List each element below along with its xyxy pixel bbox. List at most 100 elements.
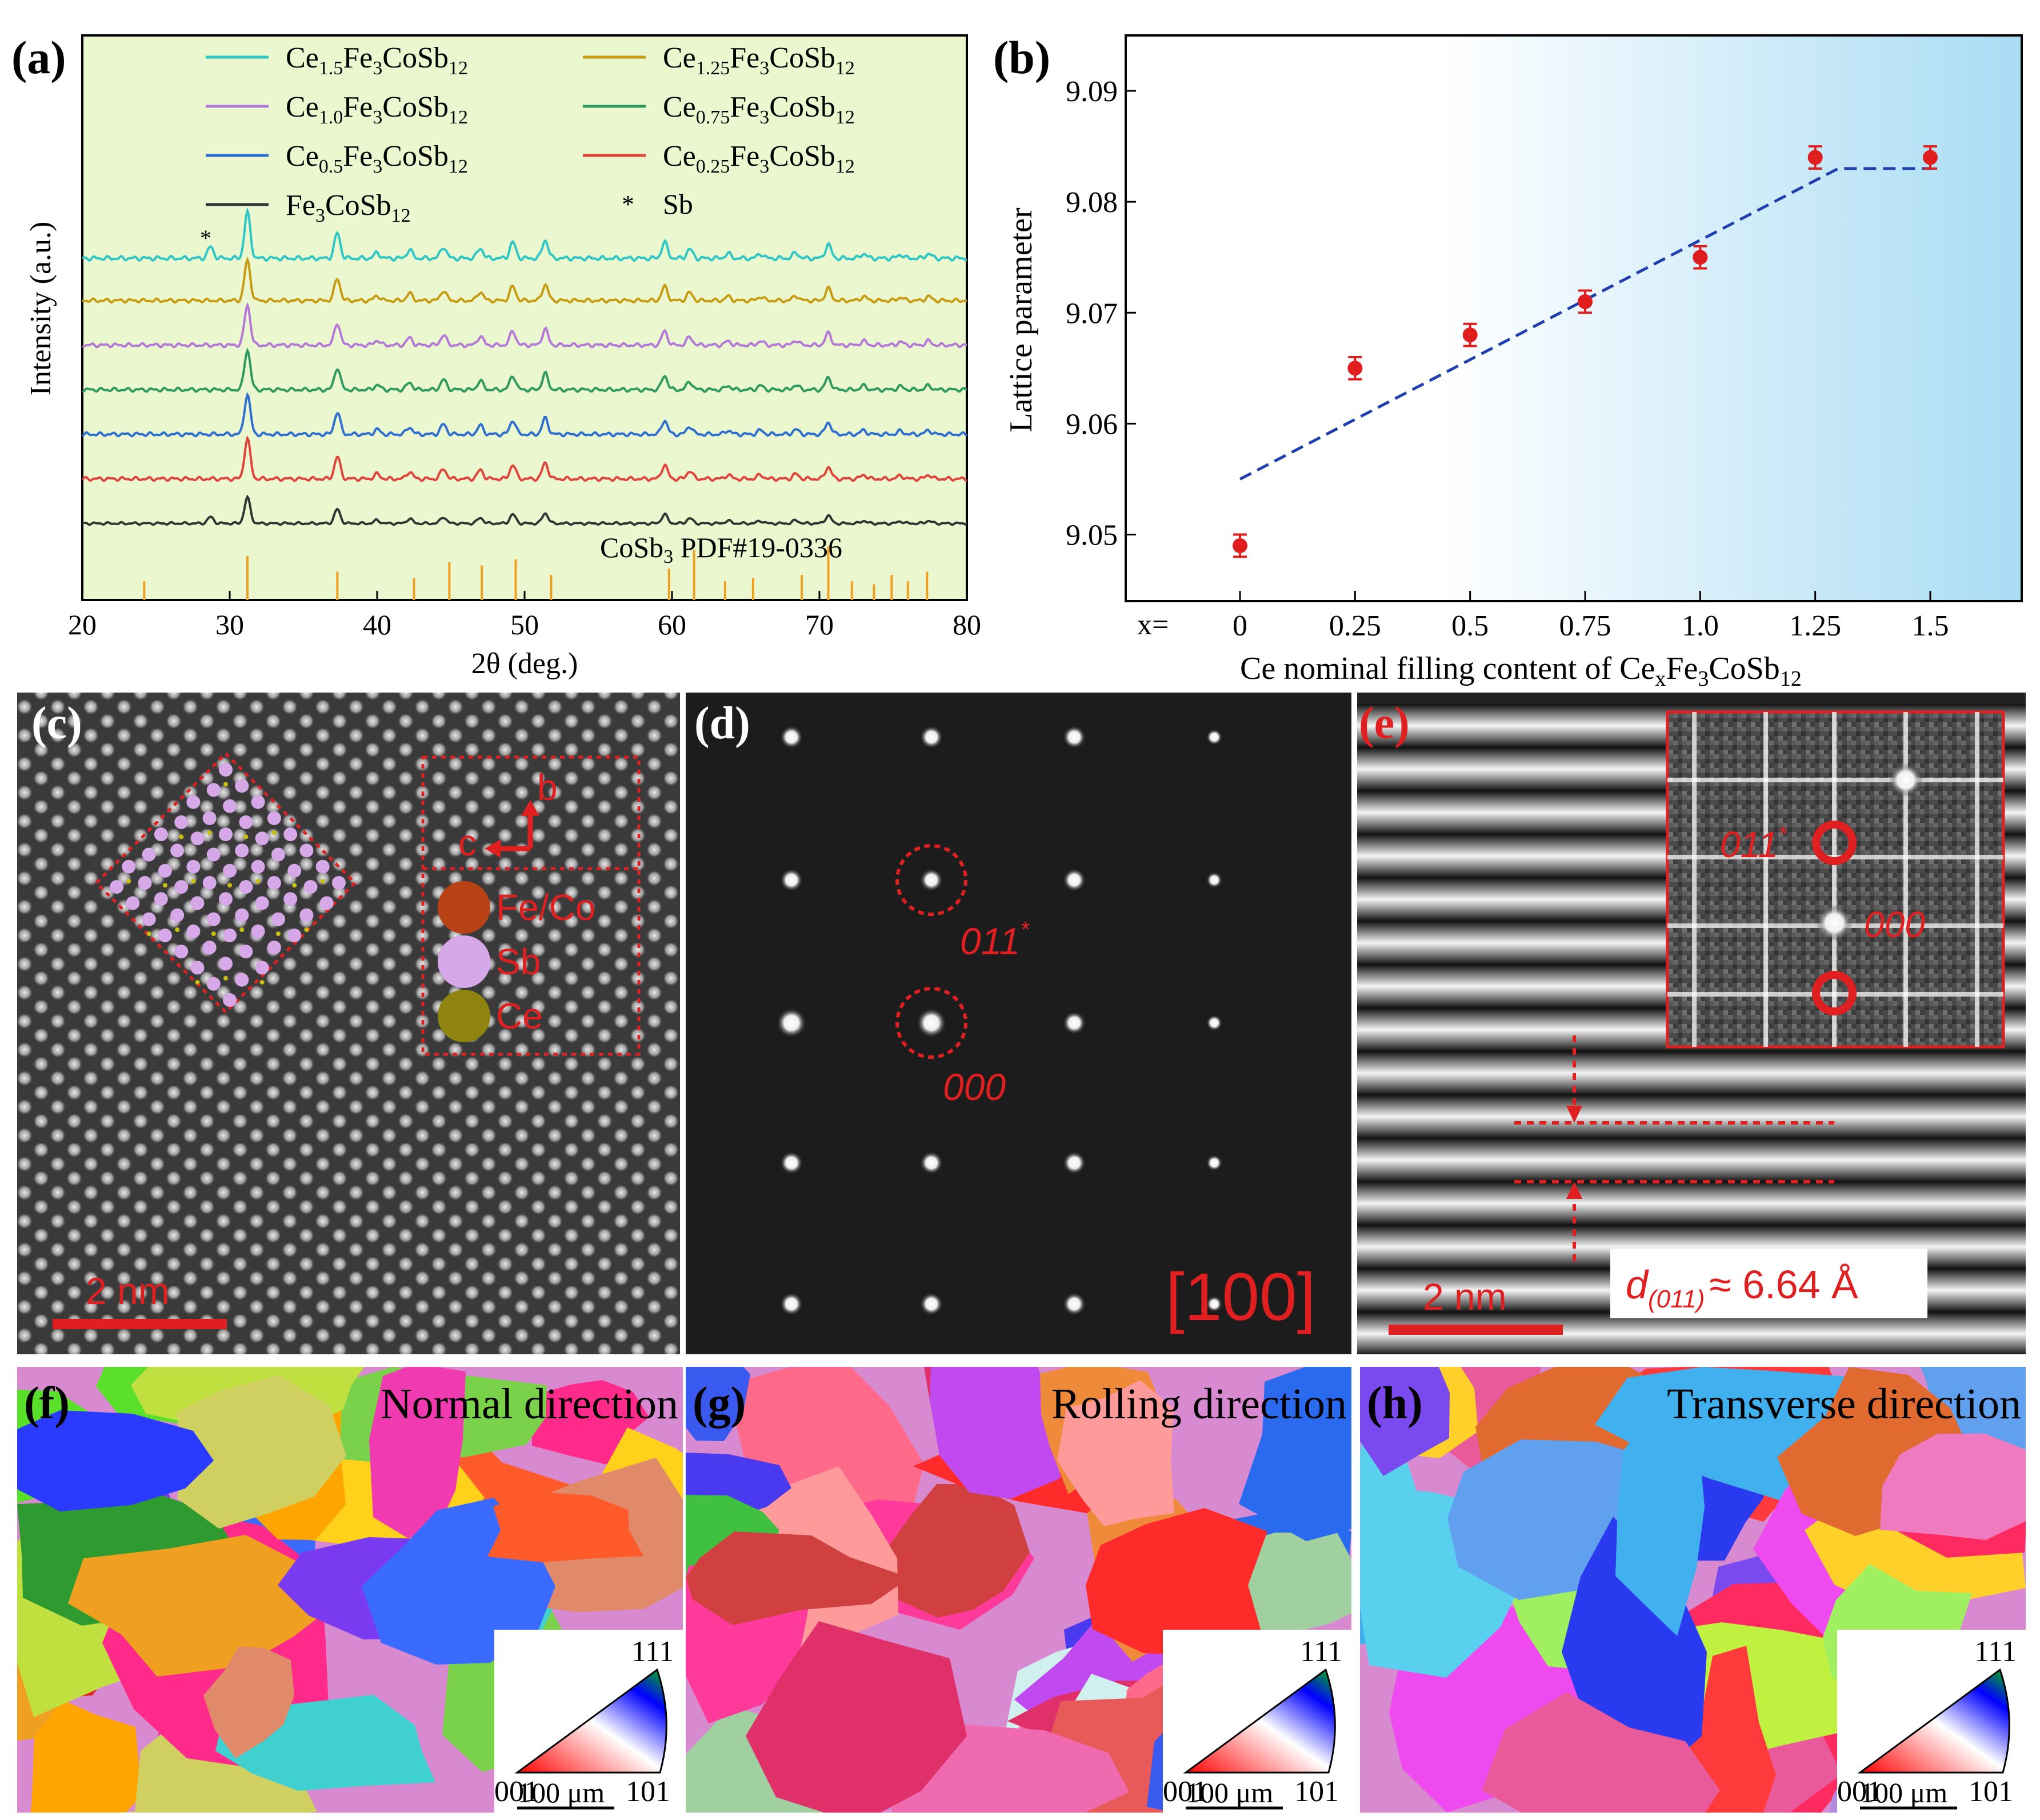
panel-h: (h) Transverse direction 111 001 101 100 μm — [1360, 1367, 2026, 1813]
diffraction-spot — [780, 869, 803, 891]
sb-atom-overlay — [223, 993, 237, 1007]
ce-atom-overlay — [304, 927, 309, 933]
panel-b-xlabel: Ce nominal filling content of CexFe3CoSb… — [1240, 651, 1802, 691]
sb-atom-overlay — [142, 847, 156, 862]
ce-atom-overlay — [195, 979, 200, 985]
sb-atom-overlay — [206, 912, 221, 926]
sb-atom-overlay — [219, 892, 233, 906]
sb-atom-overlay — [170, 908, 185, 922]
grain — [686, 1367, 750, 1441]
d-spacing-label: d(011) ≈ 6.64 Å — [1626, 1262, 1858, 1313]
sb-atom-overlay — [154, 827, 168, 842]
data-point — [1807, 150, 1823, 165]
fft-spot — [1889, 763, 1923, 797]
panel-c-label: (c) — [31, 698, 82, 749]
diffraction-spot — [1063, 869, 1086, 891]
y-tick-label: 9.06 — [1066, 408, 1118, 441]
grain — [1482, 1692, 1720, 1813]
x-tick-label: 0.75 — [1559, 610, 1611, 642]
diffraction-spot — [1063, 726, 1086, 749]
sb-atom-overlay — [206, 977, 221, 991]
ipf-label-001: 001 — [1837, 1775, 1882, 1808]
sb-atom-overlay — [235, 908, 249, 922]
x-tick-label: 70 — [805, 609, 834, 641]
hrtem-image — [17, 693, 680, 1354]
grain — [1239, 1367, 1351, 1541]
panel-a-plot-area — [81, 34, 968, 601]
ce-atom-overlay — [126, 879, 131, 884]
pdf-reference-label: CoSb3 PDF#19-0336 — [600, 531, 842, 567]
grain — [203, 1646, 294, 1758]
sb-atom-overlay — [190, 896, 205, 910]
sb-atom-overlay — [142, 912, 156, 926]
ce-atom-overlay — [292, 883, 297, 888]
xrd-pattern — [82, 494, 967, 526]
panel-a: (a) Intensity (a.u.) 2θ (deg.) 20 30 40 50 6… — [11, 31, 981, 680]
panel-a-legend: Ce1.5Fe3CoSb12 Ce1.25Fe3CoSb12 Ce1.0Fe3CoS… — [206, 42, 855, 226]
ce-atom-overlay — [227, 883, 233, 888]
sb-atom-overlay — [126, 896, 140, 910]
fe-co-atom — [438, 881, 490, 934]
sb-atom-overlay — [235, 779, 249, 793]
sb-legend-label: Sb — [663, 188, 693, 220]
legend-entry: Ce0.25Fe3CoSb12 — [663, 140, 855, 177]
sb-atom-overlay — [255, 831, 269, 846]
sb-atom-overlay — [110, 880, 124, 894]
legend-entry: Fe3CoSb12 — [286, 189, 411, 226]
sb-atom-overlay — [239, 945, 253, 959]
spot-000-label: 000 — [943, 1066, 1006, 1108]
diffraction-spot — [920, 1151, 943, 1174]
sb-atom-overlay — [299, 908, 314, 922]
panel-b-xticks: 0 0.25 0.5 0.75 1.0 1.25 1.5 — [1233, 591, 1949, 642]
grain — [1615, 1384, 1705, 1636]
diffraction-spot — [920, 726, 943, 749]
data-point — [1923, 150, 1938, 165]
sb-atom-overlay — [303, 880, 318, 894]
diffraction-spot — [780, 726, 803, 749]
diffraction-spot — [1206, 872, 1222, 888]
sb-atom-overlay — [251, 859, 265, 874]
y-tick-label: 9.08 — [1066, 186, 1118, 219]
diffraction-spot — [920, 1293, 943, 1315]
orientation-title: Transverse direction — [1667, 1380, 2021, 1428]
sb-atom-overlay — [206, 783, 221, 797]
ebsd-scale-label: 100 μm — [1186, 1777, 1273, 1809]
xrd-pattern — [82, 347, 967, 393]
legend-entry: Ce1.25Fe3CoSb12 — [663, 42, 855, 79]
scale-bar — [53, 1319, 227, 1329]
sb-atom-overlay — [239, 880, 253, 894]
atom-legend-box — [421, 755, 641, 1056]
panel-f: (f) Normal direction 111 001 101 100 μm — [17, 1367, 683, 1813]
zone-axis-label: [100] — [1166, 1259, 1315, 1335]
grain — [1057, 1380, 1174, 1526]
ce-atom-overlay — [162, 883, 167, 888]
ce-atom-overlay — [179, 834, 184, 839]
diffraction-spot — [1206, 1015, 1222, 1031]
panel-g: (g) Rolling direction 111 001 101 100 μm — [686, 1367, 1351, 1813]
grain — [1880, 1434, 2026, 1540]
ce-atom-overlay — [223, 782, 228, 787]
panel-b-yticks: 9.05 9.06 9.07 9.08 9.09 — [1066, 75, 1136, 552]
xrd-pattern — [81, 435, 967, 482]
scale-bar-e — [1389, 1325, 1563, 1335]
sb-atom — [438, 935, 490, 988]
sb-atom-overlay — [170, 843, 185, 858]
sb-atom-overlay — [315, 859, 330, 874]
sb-atom-overlay — [267, 876, 281, 890]
sb-atom-overlay — [186, 859, 201, 874]
sb-atom-overlay — [255, 961, 269, 975]
ce-atom-overlay — [146, 931, 151, 937]
sb-atom-overlay — [283, 892, 298, 906]
sb-atom-overlay — [223, 799, 237, 813]
x-tick-label: 30 — [215, 609, 244, 641]
diffraction-spot — [920, 869, 943, 891]
d-spacing-marker — [1514, 1035, 1834, 1263]
ipf-label-111: 111 — [1974, 1635, 2017, 1668]
sb-atom-overlay — [267, 811, 281, 825]
sb-atom-overlay — [174, 815, 189, 829]
ce-atom-overlay — [271, 830, 277, 835]
sb-atom-overlay — [219, 827, 233, 842]
panel-h-label: (h) — [1367, 1378, 1423, 1429]
legend-ce: Ce — [496, 995, 543, 1037]
x-tick-label: 40 — [363, 609, 391, 641]
